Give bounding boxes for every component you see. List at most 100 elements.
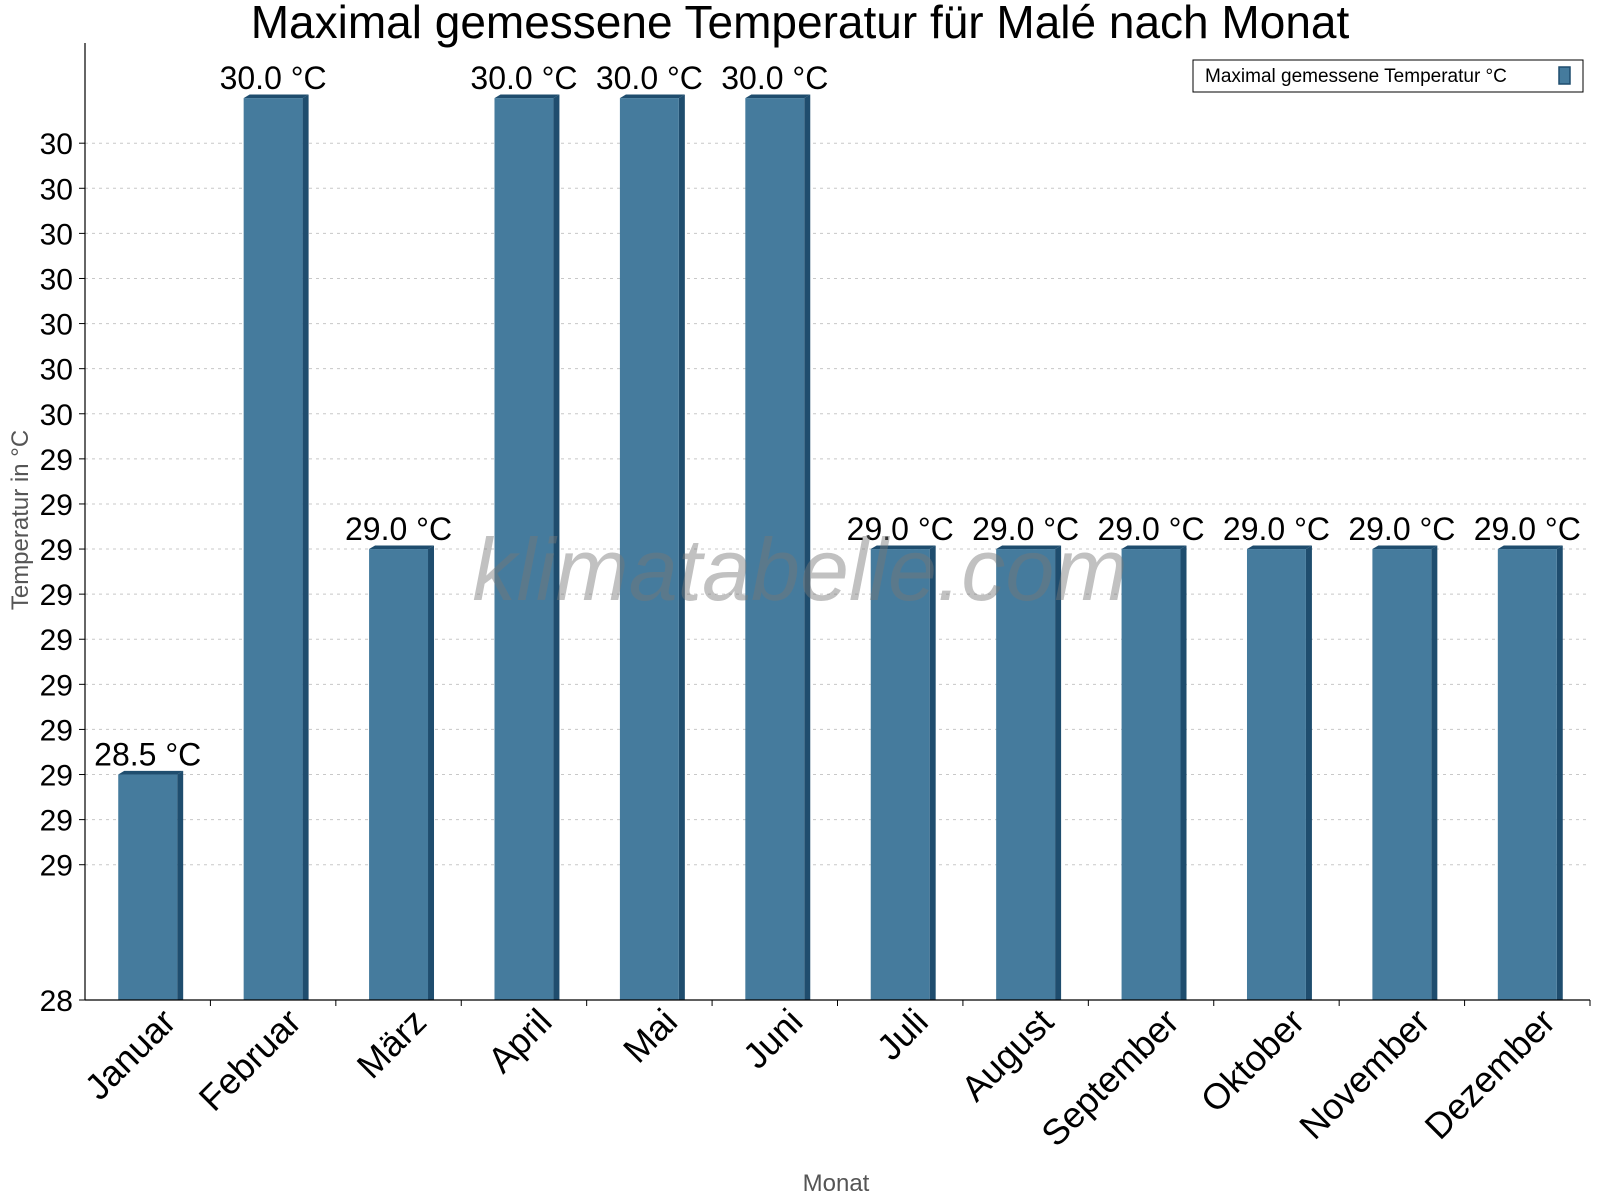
y-tick-label: 29 xyxy=(40,850,73,883)
bar-value-label: 29.0 °C xyxy=(1348,511,1455,547)
bar xyxy=(494,94,560,1001)
bar-top xyxy=(494,94,560,99)
y-tick-label: 30 xyxy=(40,309,73,342)
bar-top xyxy=(369,545,435,550)
bar-top xyxy=(1121,545,1187,550)
bar-value-label: 29.0 °C xyxy=(1223,511,1330,547)
bar-value-label: 30.0 °C xyxy=(596,60,703,96)
bar-value-label: 29.0 °C xyxy=(972,511,1079,547)
bar-front xyxy=(619,98,679,1001)
y-tick-label: 30 xyxy=(40,263,73,296)
x-tick-label: September xyxy=(1033,1001,1187,1155)
bar-value-labels: 28.5 °C 30.0 °C 29.0 °C 30.0 °C 30.0 °C 30.0 … xyxy=(94,60,1581,772)
bar-front xyxy=(1372,549,1432,1000)
gridlines xyxy=(85,142,1590,866)
bar-top xyxy=(118,770,184,775)
legend: Maximal gemessene Temperatur °C xyxy=(1192,59,1584,93)
x-tick-label: Februar xyxy=(191,1001,309,1119)
y-tick-label: 30 xyxy=(40,354,73,387)
bar-side xyxy=(177,770,184,1000)
bar xyxy=(1497,545,1563,1000)
y-tick-label: 29 xyxy=(40,714,73,747)
y-tick-label: 29 xyxy=(40,534,73,567)
axes xyxy=(79,43,1591,1006)
x-tick-label: März xyxy=(349,1001,435,1087)
bar xyxy=(619,94,685,1001)
x-tick-label: Juli xyxy=(869,1001,936,1068)
bar-side xyxy=(1431,545,1438,1000)
bar xyxy=(870,545,936,1000)
y-tick-label: 29 xyxy=(40,760,73,793)
bar-top xyxy=(870,545,936,550)
bars xyxy=(118,94,1563,1001)
bar-side xyxy=(1556,545,1563,1000)
bar-front xyxy=(1497,549,1557,1000)
bar xyxy=(118,770,184,1000)
y-tick-labels: 28 29 29 29 29 29 29 29 29 29 29 30 30 30 30 30 30 30 xyxy=(40,128,73,1018)
bar-side xyxy=(428,545,435,1000)
y-tick-label: 28 xyxy=(40,985,73,1018)
bar-value-label: 29.0 °C xyxy=(1098,511,1205,547)
bar-front xyxy=(369,549,429,1000)
x-tick-label: November xyxy=(1291,1001,1437,1147)
bar-value-label: 29.0 °C xyxy=(1474,511,1581,547)
bar xyxy=(1246,545,1312,1000)
bar-side xyxy=(1305,545,1312,1000)
legend-box xyxy=(1192,59,1584,93)
y-tick-label: 30 xyxy=(40,128,73,161)
bar-front xyxy=(1121,549,1181,1000)
bar-value-label: 29.0 °C xyxy=(847,511,954,547)
bar-top xyxy=(996,545,1062,550)
bar-top xyxy=(619,94,685,99)
x-tick-label: Dezember xyxy=(1417,1001,1563,1147)
bar xyxy=(996,545,1062,1000)
bar-side xyxy=(804,94,811,1000)
bar-front xyxy=(243,98,303,1001)
bar-value-label: 30.0 °C xyxy=(220,60,327,96)
x-tick-labels: Januar Februar März April Mai Juni Juli AugustS… xyxy=(77,1001,1563,1155)
bar-side xyxy=(302,94,309,1000)
bar-top xyxy=(243,94,309,99)
bar-front xyxy=(118,774,178,1000)
bar-front xyxy=(996,549,1056,1000)
bar-top xyxy=(1246,545,1312,550)
bar-front xyxy=(1246,549,1306,1000)
y-tick-label: 30 xyxy=(40,218,73,251)
bar-front xyxy=(870,549,930,1000)
y-tick-label: 30 xyxy=(40,173,73,206)
bar-side xyxy=(678,94,685,1000)
y-tick-label: 29 xyxy=(40,805,73,838)
chart-title: Maximal gemessene Temperatur für Malé na… xyxy=(251,0,1350,48)
bar xyxy=(243,94,309,1001)
x-tick-label: April xyxy=(480,1001,560,1081)
watermark: klimatabelle.com xyxy=(472,520,1127,619)
bar xyxy=(1372,545,1438,1000)
bar-side xyxy=(1055,545,1062,1000)
bar-front xyxy=(494,98,554,1001)
y-tick-label: 29 xyxy=(40,489,73,522)
bar-value-label: 29.0 °C xyxy=(345,511,452,547)
bar-side xyxy=(1180,545,1187,1000)
y-tick-label: 29 xyxy=(40,669,73,702)
x-tick-label: Oktober xyxy=(1193,1001,1313,1121)
y-tick-label: 29 xyxy=(40,444,73,477)
x-tick-label: Juni xyxy=(735,1001,811,1077)
bar-top xyxy=(1497,545,1563,550)
bar-side xyxy=(929,545,936,1000)
legend-label: Maximal gemessene Temperatur °C xyxy=(1205,66,1507,87)
x-axis-label: Monat xyxy=(803,1170,870,1197)
x-tick-label: Mai xyxy=(615,1001,685,1071)
bar-value-label: 30.0 °C xyxy=(470,60,577,96)
x-tick-label: Januar xyxy=(77,1001,184,1108)
y-tick-label: 29 xyxy=(40,579,73,612)
x-tick-label: August xyxy=(953,1001,1061,1109)
y-axis-label: Temperatur in °C xyxy=(7,430,34,610)
legend-swatch xyxy=(1558,66,1571,85)
y-tick-label: 29 xyxy=(40,624,73,657)
bar-top xyxy=(1372,545,1438,550)
bar-top xyxy=(745,94,811,99)
bar xyxy=(369,545,435,1000)
y-tick-label: 30 xyxy=(40,399,73,432)
bar-value-label: 28.5 °C xyxy=(94,737,201,773)
